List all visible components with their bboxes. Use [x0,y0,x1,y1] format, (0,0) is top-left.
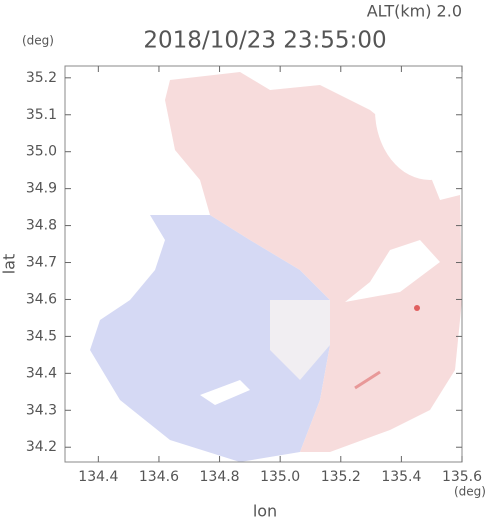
y-tick-label: 34.9 [26,181,57,197]
pink-region [165,72,462,452]
altitude-label: ALT(km) 2.0 [367,2,462,21]
x-tick-label: 135.0 [260,469,300,485]
x-tick-label: 134.4 [78,469,118,485]
x-unit: (deg) [454,485,486,499]
x-tick-label: 135.4 [381,469,421,485]
plot-frame [64,65,463,463]
light-zone [270,300,330,380]
y-tick-label: 34.6 [26,291,57,307]
echo-gap [200,380,250,405]
y-tick-label: 34.3 [26,402,57,418]
y-tick-label: 34.5 [26,328,57,344]
radar-field [90,40,485,462]
y-tick-label: 34.8 [26,218,57,234]
y-tick-label: 35.2 [26,70,57,86]
x-tick-label: 135.2 [321,469,361,485]
y-axis-label: lat [0,254,19,275]
hot-spot [414,305,420,311]
chart-title: 2018/10/23 23:55:00 [143,28,386,54]
x-tick-label: 134.6 [139,469,179,485]
y-unit: (deg) [22,34,54,48]
x-tick-label: 135.6 [442,469,482,485]
y-tick-label: 34.7 [26,255,57,271]
blue-region [90,215,330,462]
x-tick-label: 134.8 [200,469,240,485]
y-tick-label: 34.2 [26,439,57,455]
x-axis-label: lon [253,502,277,521]
shear-line [354,370,381,390]
echo-gap [375,40,485,180]
echo-gap [345,240,440,302]
y-tick-label: 34.4 [26,365,57,381]
y-tick-label: 35.1 [26,107,57,123]
y-tick-label: 35.0 [26,144,57,160]
